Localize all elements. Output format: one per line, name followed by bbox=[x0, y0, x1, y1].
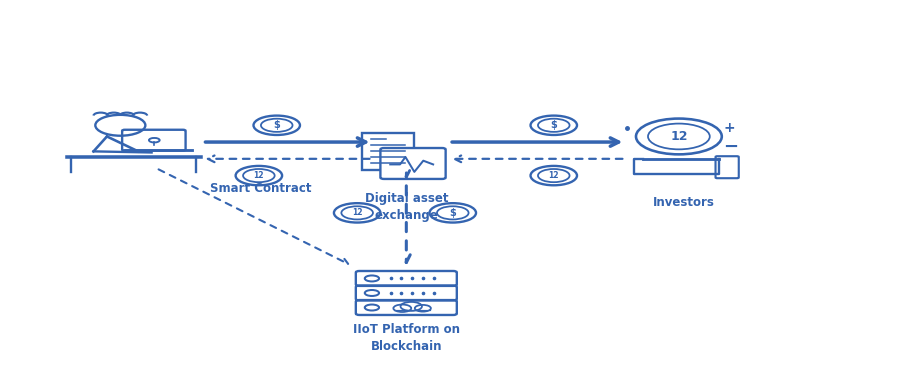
Text: $: $ bbox=[273, 120, 281, 130]
Text: −: − bbox=[723, 138, 738, 156]
FancyBboxPatch shape bbox=[381, 148, 446, 179]
Text: 12: 12 bbox=[670, 130, 687, 143]
Text: Digital asset
exchange: Digital asset exchange bbox=[364, 192, 448, 223]
Text: IIoT Platform on
Blockchain: IIoT Platform on Blockchain bbox=[353, 323, 460, 353]
Text: $: $ bbox=[449, 208, 456, 218]
Text: $: $ bbox=[550, 120, 557, 130]
Text: 12: 12 bbox=[352, 208, 363, 217]
Text: 12: 12 bbox=[253, 171, 264, 180]
Text: +: + bbox=[723, 120, 735, 134]
Text: Smart Contract: Smart Contract bbox=[209, 182, 311, 195]
FancyBboxPatch shape bbox=[362, 133, 414, 170]
Text: 12: 12 bbox=[548, 171, 559, 180]
Text: Investors: Investors bbox=[652, 196, 714, 209]
